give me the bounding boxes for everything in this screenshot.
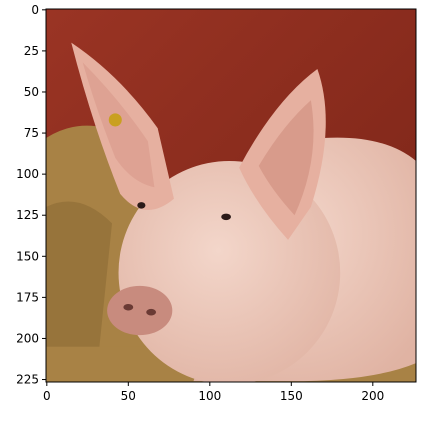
x-tick-label: 50 bbox=[121, 389, 136, 403]
y-tick-label: 175 bbox=[16, 290, 39, 304]
y-tick-label: 50 bbox=[24, 85, 39, 99]
y-tick-label: 125 bbox=[16, 208, 39, 222]
x-tick-label: 0 bbox=[43, 389, 51, 403]
axes-frame bbox=[45, 8, 417, 383]
y-tick-label: 75 bbox=[24, 126, 39, 140]
y-tick-label: 225 bbox=[16, 373, 39, 387]
y-tick-label: 200 bbox=[16, 331, 39, 345]
y-tick-label: 100 bbox=[16, 167, 39, 181]
y-tick-label: 25 bbox=[24, 44, 39, 58]
x-tick-label: 150 bbox=[280, 389, 303, 403]
y-tick-label: 150 bbox=[16, 249, 39, 263]
image bbox=[46, 9, 416, 382]
y-tick-label: 0 bbox=[31, 3, 39, 17]
x-tick-label: 100 bbox=[198, 389, 221, 403]
x-tick-label: 200 bbox=[361, 389, 384, 403]
